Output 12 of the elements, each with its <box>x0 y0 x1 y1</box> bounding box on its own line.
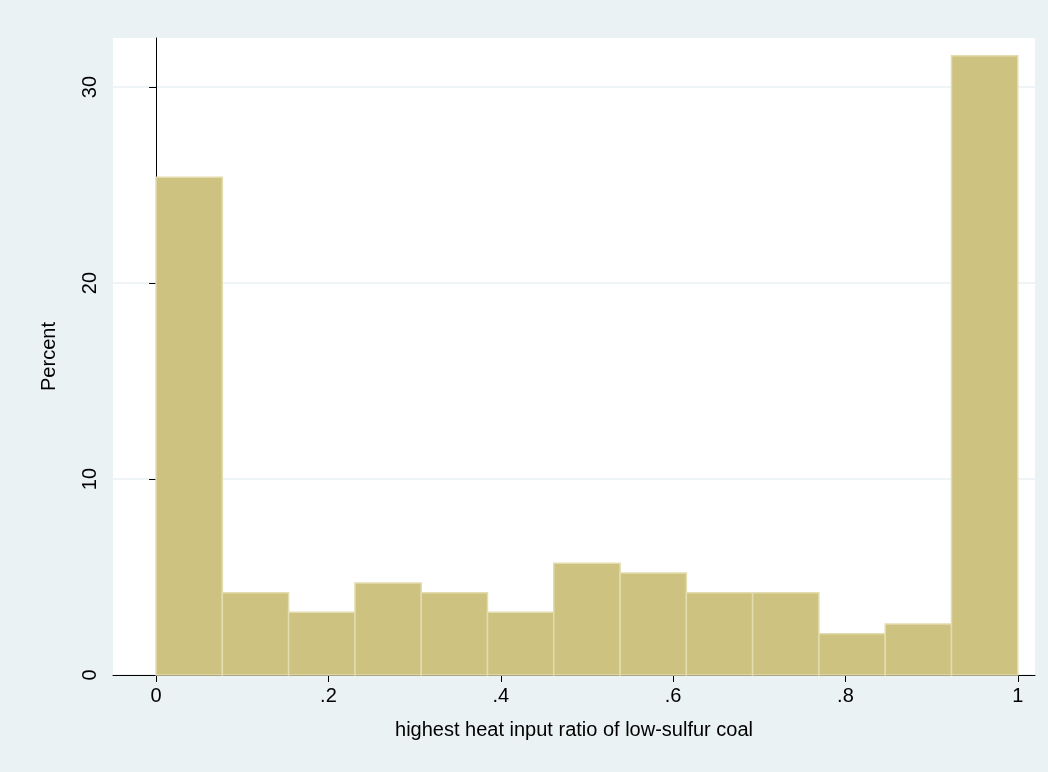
y-tick-label: 0 <box>78 669 100 681</box>
x-tick-label: .8 <box>837 684 854 706</box>
x-tick-label: .2 <box>320 684 337 706</box>
y-tick-label: 10 <box>78 467 100 491</box>
y-axis-title: Percent <box>37 321 59 391</box>
x-tick-label: 1 <box>1012 684 1024 706</box>
x-axis-title: highest heat input ratio of low-sulfur coal <box>395 718 753 740</box>
x-tick-label: 0 <box>150 684 162 706</box>
y-tick-label: 30 <box>78 75 100 99</box>
x-tick-label: .4 <box>492 684 510 706</box>
y-tick-label: 20 <box>78 271 100 295</box>
x-tick-label: .6 <box>664 684 682 706</box>
